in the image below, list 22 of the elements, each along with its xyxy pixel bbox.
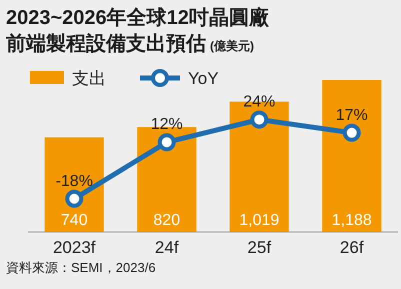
legend-label: YoY — [188, 69, 219, 88]
x-tick-label: 25f — [247, 238, 272, 257]
data-label: 820 — [153, 212, 180, 229]
x-tick-label: 26f — [340, 238, 364, 257]
legend-label: 支出 — [72, 69, 106, 88]
data-label: 740 — [60, 212, 88, 229]
data-label: -18% — [56, 172, 93, 190]
x-tick-label: 2023f — [52, 238, 96, 257]
bar — [322, 80, 382, 232]
chart-title: 2023~2026年全球12吋晶圓廠 — [6, 6, 270, 29]
source-note: 資料來源：SEMI，2023/6 — [6, 260, 156, 275]
x-tick-label: 24f — [154, 238, 179, 257]
chart-subtitle: 前端製程設備支出預估 — [6, 33, 206, 55]
point — [250, 110, 268, 129]
point — [158, 133, 176, 152]
data-label: 17% — [336, 106, 368, 124]
bar — [44, 137, 104, 232]
point — [65, 190, 84, 208]
point — [342, 124, 361, 142]
y-axis-title: (億美元) — [210, 39, 254, 53]
data-label: 1,188 — [332, 212, 372, 229]
data-label: 1,019 — [239, 212, 280, 229]
